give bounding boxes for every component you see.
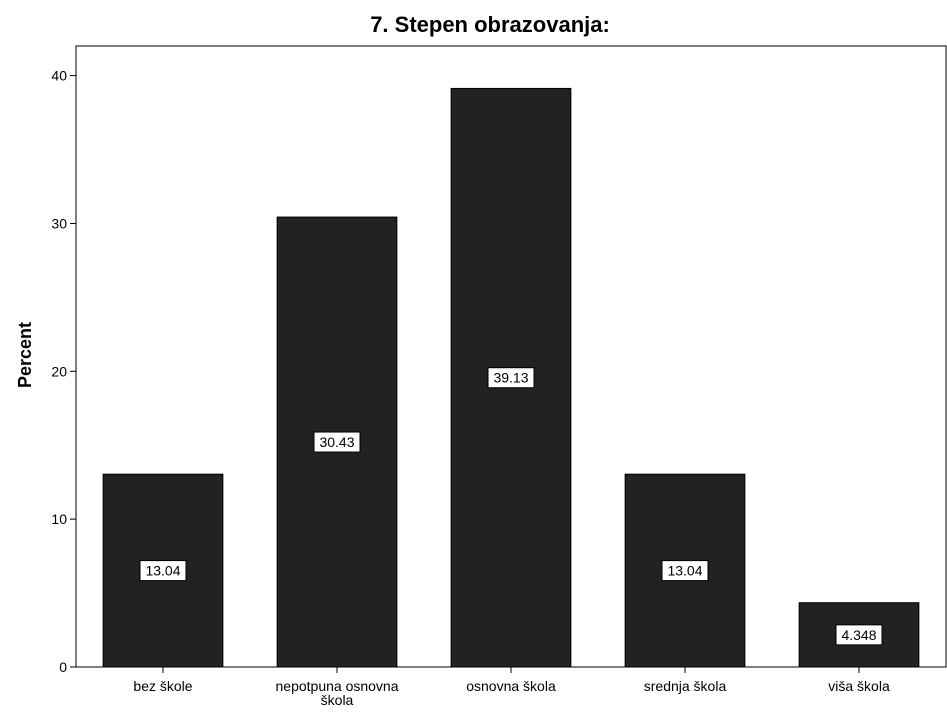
x-tick-label-line: srednja škola [644, 678, 727, 694]
y-tick-label: 40 [51, 68, 67, 84]
data-label: 13.04 [145, 563, 180, 579]
x-tick-label: nepotpuna osnovna škola [276, 678, 399, 708]
y-tick-label: 0 [59, 659, 67, 675]
x-tick-label-line: škola [321, 692, 354, 708]
data-label: 13.04 [667, 563, 702, 579]
y-tick-label: 30 [51, 215, 67, 231]
data-label: 30.43 [319, 434, 354, 450]
plot-area: 0 10 20 30 40 13.04 bez škole 30.43 nepotpuna os… [51, 45, 947, 708]
y-tick-label: 20 [51, 363, 67, 379]
data-label-box [835, 624, 883, 646]
data-label-box [487, 367, 535, 389]
x-tick-label-line: osnovna škola [466, 678, 556, 694]
x-tick-label-line: bez škole [133, 678, 192, 694]
data-label-box [313, 431, 361, 453]
x-tick-label-line: nepotpuna osnovna [276, 678, 399, 694]
y-axis-label: Percent [15, 322, 35, 388]
y-tick-label: 10 [51, 511, 67, 527]
x-tick-label: bez škole [133, 678, 192, 694]
x-tick-label: osnovna škola [466, 678, 556, 694]
data-label-box [139, 560, 187, 582]
data-label: 4.348 [841, 627, 876, 643]
x-tick-label: srednja škola [644, 678, 727, 694]
data-label: 39.13 [493, 370, 528, 386]
chart-title: 7. Stepen obrazovanja: [370, 12, 610, 37]
x-tick-label-line: viša škola [828, 678, 890, 694]
data-label-box [661, 560, 709, 582]
x-tick-label: viša škola [828, 678, 890, 694]
